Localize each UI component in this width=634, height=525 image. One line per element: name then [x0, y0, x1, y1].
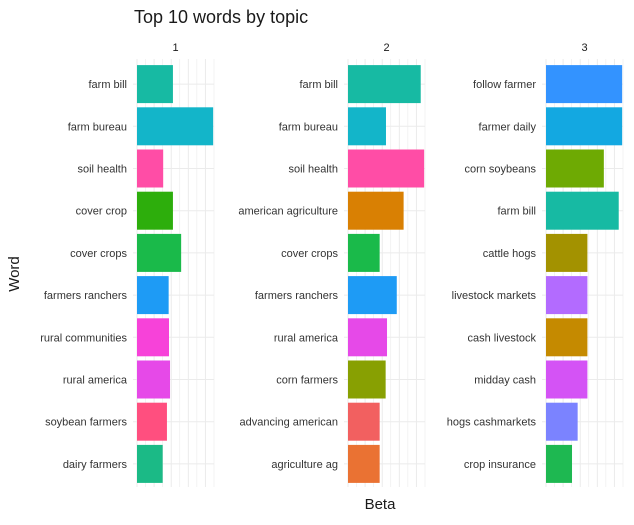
bar: [137, 149, 164, 188]
bar: [137, 191, 173, 230]
y-tick-label: farmers ranchers: [44, 290, 128, 302]
y-tick-label: cover crop: [76, 206, 127, 218]
y-tick-label: agriculture ag: [271, 459, 338, 471]
x-axis-title: Beta: [365, 496, 397, 513]
bar: [137, 318, 169, 357]
bar: [137, 402, 167, 441]
bar: [137, 444, 163, 483]
bar: [137, 107, 214, 146]
facet-strip-label: 3: [581, 42, 587, 54]
y-tick-label: rural america: [63, 375, 128, 387]
facet-strip-label: 2: [383, 42, 389, 54]
bar: [546, 233, 588, 272]
y-tick-label: advancing american: [240, 417, 338, 429]
y-tick-label: hogs cashmarkets: [447, 417, 537, 429]
bar: [546, 360, 588, 399]
y-tick-label: midday cash: [474, 375, 536, 387]
y-tick-label: soil health: [288, 164, 338, 176]
y-tick-label: crop insurance: [464, 459, 536, 471]
y-tick-label: dairy farmers: [63, 459, 128, 471]
chart-title: Top 10 words by topic: [134, 7, 308, 27]
y-tick-label: cash livestock: [468, 332, 537, 344]
facet-panel-1: 1 farm bill farm bureau soil health cover cr…: [40, 42, 215, 487]
bar: [348, 402, 380, 441]
y-tick-label: farm bill: [497, 206, 536, 218]
bar: [137, 276, 169, 315]
bar: [546, 276, 588, 315]
bar: [348, 65, 421, 104]
y-tick-label: soybean farmers: [45, 417, 127, 429]
y-tick-label: farm bill: [299, 79, 338, 91]
bar: [348, 233, 380, 272]
facet-strip-label: 1: [172, 42, 178, 54]
bar: [348, 360, 386, 399]
y-tick-label: soil health: [77, 164, 127, 176]
y-tick-label: rural america: [274, 332, 339, 344]
y-tick-label: american agriculture: [238, 206, 338, 218]
y-tick-label: follow farmer: [473, 79, 536, 91]
y-tick-label: corn soybeans: [464, 164, 536, 176]
bar: [546, 444, 573, 483]
bar: [137, 233, 182, 272]
y-tick-label: cattle hogs: [483, 248, 537, 260]
bar: [348, 191, 404, 230]
y-tick-label: corn farmers: [276, 375, 338, 387]
bar: [348, 107, 386, 146]
bar: [546, 149, 604, 188]
bar: [348, 444, 380, 483]
facet-panel-2: 2 farm bill farm bureau soil health american…: [238, 42, 426, 487]
y-tick-label: farm bureau: [279, 121, 338, 133]
bar: [137, 65, 173, 104]
y-tick-label: cover crops: [281, 248, 338, 260]
y-tick-label: farm bureau: [68, 121, 127, 133]
bar: [348, 149, 425, 188]
y-tick-label: rural communities: [40, 332, 127, 344]
y-tick-label: farmers ranchers: [255, 290, 339, 302]
bar: [546, 107, 623, 146]
bar: [348, 276, 397, 315]
y-tick-label: cover crops: [70, 248, 127, 260]
facet-panels: 1 farm bill farm bureau soil health cover cr…: [40, 42, 624, 487]
bar: [546, 191, 619, 230]
facet-panel-3: 3 follow farmer farmer daily corn soybeans f…: [447, 42, 624, 487]
y-tick-label: farm bill: [88, 79, 127, 91]
bar: [546, 402, 578, 441]
y-tick-label: farmer daily: [479, 121, 537, 133]
y-axis-title: Word: [6, 256, 23, 292]
bar: [546, 318, 588, 357]
y-tick-label: livestock markets: [452, 290, 537, 302]
bar: [348, 318, 388, 357]
bar: [546, 65, 623, 104]
bar: [137, 360, 171, 399]
